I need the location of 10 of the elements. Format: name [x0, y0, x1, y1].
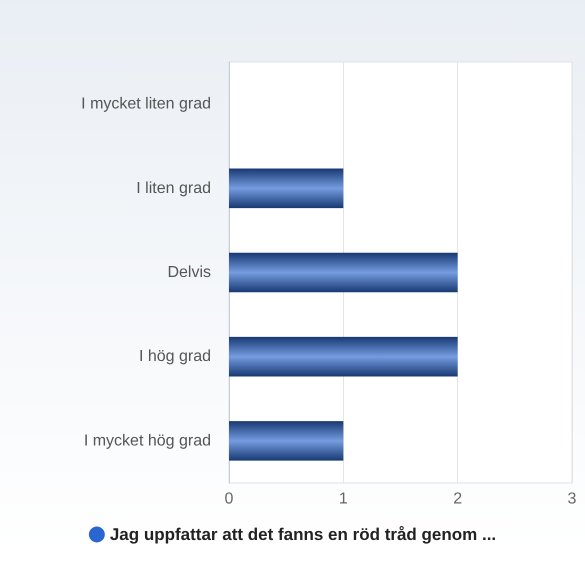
y-tick-label: I hög grad: [138, 348, 211, 366]
y-tick-label: I mycket liten grad: [81, 96, 211, 113]
y-tick-label: Delvis: [167, 264, 211, 281]
x-tick-label: 2: [453, 490, 462, 508]
legend-label: Jag uppfattar att det fanns en röd tråd genom ...: [110, 525, 496, 544]
y-tick-label: I mycket hög grad: [84, 432, 211, 450]
x-tick-label: 3: [568, 490, 577, 508]
x-tick-label: 1: [338, 490, 348, 508]
y-tick-label: I liten grad: [136, 180, 211, 197]
x-tick-label: 0: [224, 490, 234, 508]
